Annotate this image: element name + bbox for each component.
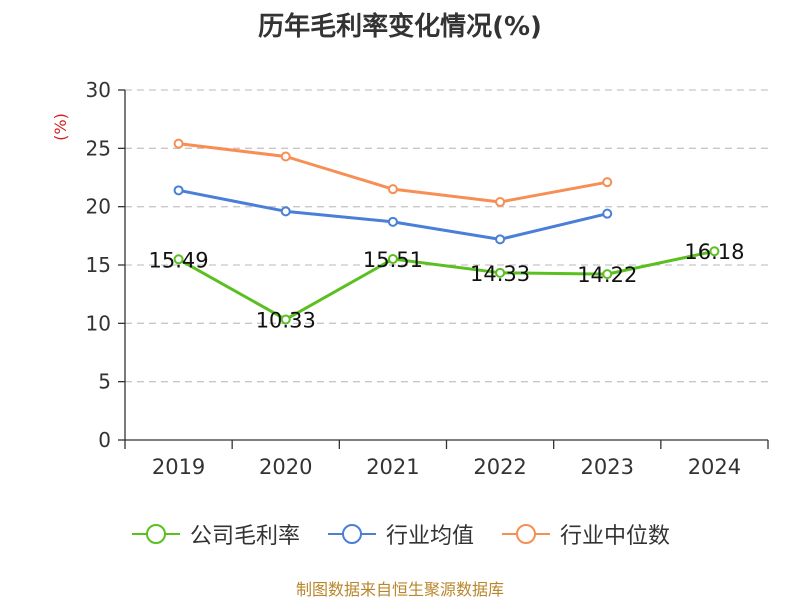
data-point <box>387 254 398 265</box>
data-label: 15.49 <box>149 248 209 272</box>
legend-circle <box>341 524 362 544</box>
x-tick-label: 2021 <box>366 455 419 479</box>
data-label: 10.33 <box>256 308 316 332</box>
data-point <box>602 269 613 280</box>
legend-circle <box>516 524 536 544</box>
data-point <box>387 216 398 227</box>
y-tick-label: 5 <box>98 370 111 394</box>
legend-marker <box>327 524 376 544</box>
series-layer <box>173 138 720 325</box>
grid-layer <box>125 89 768 383</box>
data-point <box>173 138 184 149</box>
x-tick-label: 2020 <box>259 455 312 479</box>
legend-item[interactable]: 公司毛利率 <box>130 518 300 550</box>
axis-layer: 0 5 10 15 20 25 30 2019 2020 2021 2022 2023 2024 <box>86 78 769 479</box>
x-tick-label: 2019 <box>152 455 205 479</box>
data-point <box>173 254 184 265</box>
y-tick-label: 30 <box>86 78 111 102</box>
legend: 公司毛利率 行业均值 行业中位数 <box>0 518 800 550</box>
legend-label: 行业中位数 <box>560 524 671 549</box>
x-tick-label: 2024 <box>688 455 741 479</box>
series-line <box>178 188 608 241</box>
source-note: 制图数据来自恒生聚源数据库 <box>295 580 504 599</box>
data-point <box>280 206 291 217</box>
data-point <box>602 177 613 188</box>
legend-item[interactable]: 行业中位数 <box>500 518 670 550</box>
legend-marker <box>502 524 550 544</box>
series-line <box>177 249 715 321</box>
data-point <box>709 246 720 257</box>
label-layer: 15.49 10.33 15.51 14.33 14.22 16.18 <box>149 240 745 332</box>
chart-title: 历年毛利率变化情况(%) <box>258 12 542 42</box>
data-point <box>495 197 506 207</box>
data-point <box>495 267 506 278</box>
legend-circle <box>145 524 166 544</box>
legend-item[interactable]: 行业均值 <box>326 518 474 550</box>
x-tick-label: 2022 <box>473 455 526 479</box>
y-tick-label: 15 <box>86 253 111 277</box>
y-tick-label: 25 <box>86 136 111 160</box>
data-label: 16.18 <box>684 240 744 264</box>
legend-label: 行业均值 <box>385 524 474 549</box>
y-tick-label: 0 <box>98 428 111 452</box>
data-point <box>495 234 506 245</box>
data-point <box>280 314 291 325</box>
data-point <box>602 208 613 219</box>
data-point <box>173 185 184 196</box>
data-point <box>387 184 398 195</box>
data-label: 14.22 <box>577 263 637 287</box>
x-tick-label: 2023 <box>581 455 634 479</box>
legend-label: 公司毛利率 <box>189 524 300 549</box>
y-axis-title: (%) <box>51 113 70 141</box>
data-label: 14.33 <box>470 262 530 286</box>
y-tick-label: 10 <box>86 311 111 335</box>
y-tick-label: 20 <box>86 195 111 219</box>
data-label: 15.51 <box>363 248 423 272</box>
data-point <box>280 151 291 162</box>
legend-marker <box>131 524 180 544</box>
